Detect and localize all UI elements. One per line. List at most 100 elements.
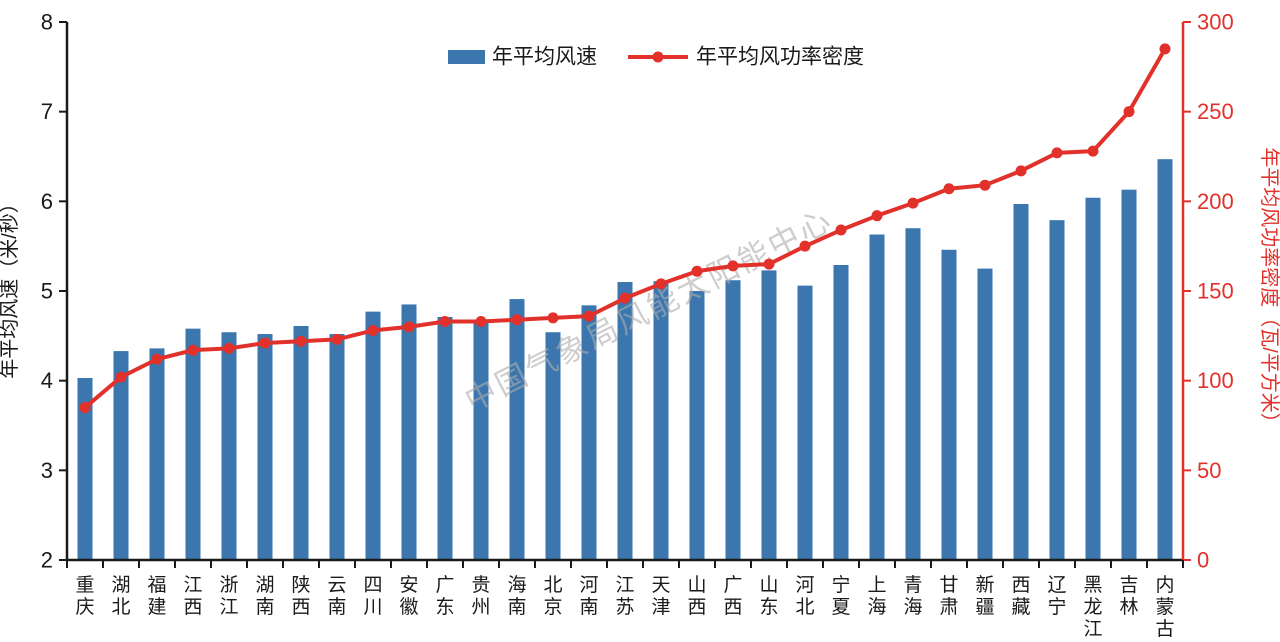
legend: 年平均风速 年平均风功率密度	[448, 46, 864, 69]
x-category-label: 辽宁	[1047, 574, 1066, 618]
bar	[437, 317, 453, 560]
bar	[1013, 204, 1029, 561]
right-axis-title: 年平均风功率密度（瓦/平方米）	[1258, 147, 1280, 433]
x-category-label: 海南	[507, 574, 526, 618]
left-axis-tick-label: 8	[41, 10, 53, 35]
line-point	[259, 337, 271, 349]
x-category-label: 山东	[759, 574, 778, 618]
bar	[221, 332, 237, 560]
legend-line-dot	[652, 51, 664, 63]
bar	[365, 311, 381, 560]
line-point	[403, 321, 415, 333]
bar	[617, 282, 633, 560]
x-category-label: 青海	[903, 574, 922, 618]
x-category-label: 广东	[435, 574, 454, 618]
x-category-label: 天津	[651, 575, 670, 618]
line-point	[331, 333, 343, 345]
line-point	[1051, 147, 1063, 159]
left-axis-tick-label: 3	[41, 458, 53, 483]
x-category-label: 江西	[183, 574, 202, 618]
x-category-label: 黑龙江	[1083, 575, 1102, 640]
bar	[905, 228, 921, 560]
bar	[1121, 189, 1137, 560]
line-point	[871, 210, 883, 222]
line-point	[835, 224, 847, 236]
bar	[257, 334, 273, 560]
bar	[977, 268, 993, 560]
left-axis-tick-label: 4	[41, 368, 53, 393]
right-axis-tick-label: 300	[1197, 10, 1234, 35]
x-category-label: 浙江	[219, 574, 238, 618]
bar	[1085, 197, 1101, 560]
line-point	[115, 371, 127, 383]
bar	[329, 334, 345, 560]
bar	[473, 320, 489, 560]
bar	[689, 291, 705, 560]
x-category-label: 河南	[579, 574, 598, 618]
bar	[581, 305, 597, 560]
line-point	[187, 344, 199, 356]
x-category-label: 广西	[723, 574, 742, 618]
bar	[113, 351, 129, 560]
bar	[545, 332, 561, 560]
bar	[149, 348, 165, 560]
legend-bar-swatch	[448, 50, 485, 64]
x-category-label: 甘肃	[939, 574, 958, 618]
bar-series	[77, 159, 1173, 561]
right-axis-tick-label: 200	[1197, 189, 1234, 214]
x-category-label: 贵州	[471, 574, 490, 618]
line-point	[799, 240, 811, 252]
bar	[653, 281, 669, 560]
x-category-label: 河北	[795, 574, 814, 618]
bar	[185, 328, 201, 560]
line-point	[475, 315, 487, 327]
x-category-label: 重庆	[75, 574, 94, 618]
line-point	[583, 310, 595, 322]
right-axis-tick-label: 250	[1197, 99, 1234, 124]
line-point	[727, 260, 739, 272]
bar	[869, 234, 885, 560]
bar	[761, 270, 777, 560]
x-category-label: 云南	[327, 575, 346, 618]
legend-label-wind-speed: 年平均风速	[492, 46, 597, 69]
line-point	[151, 353, 163, 365]
line-point	[691, 265, 703, 277]
x-category-label: 新疆	[975, 574, 994, 618]
line-point	[979, 179, 991, 191]
x-axis-labels: 重庆湖北福建江西浙江湖南陕西云南四川安徽广东贵州海南北京河南江苏天津山西广西山东…	[75, 574, 1174, 640]
line-point	[511, 314, 523, 326]
bar	[1049, 220, 1065, 560]
line-point	[79, 402, 91, 414]
x-category-label: 北京	[543, 574, 562, 618]
bar	[509, 299, 525, 560]
line-point	[763, 258, 775, 270]
left-axis-tick-label: 2	[41, 548, 53, 573]
line-point	[1015, 165, 1027, 177]
line-point	[1159, 43, 1171, 55]
line-point	[1087, 145, 1099, 157]
bar	[941, 249, 957, 560]
x-category-label: 上海	[867, 574, 886, 618]
legend-label-power-density: 年平均风功率密度	[696, 46, 864, 69]
right-axis-tick-label: 150	[1197, 279, 1234, 304]
x-category-label: 湖南	[255, 574, 274, 618]
x-category-label: 吉林	[1119, 574, 1138, 618]
x-category-label: 湖北	[111, 574, 130, 618]
bar	[77, 377, 93, 560]
x-category-label: 西藏	[1011, 575, 1030, 618]
right-axis-tick-label: 100	[1197, 368, 1234, 393]
right-axis-tick-label: 0	[1197, 548, 1209, 573]
line-point	[367, 324, 379, 336]
right-axis-tick-label: 50	[1197, 458, 1221, 483]
line-point	[1123, 106, 1135, 118]
bar	[797, 285, 813, 560]
line-point	[295, 335, 307, 347]
x-category-label: 安徽	[399, 574, 418, 618]
bar	[833, 264, 849, 560]
left-axis-tick-label: 6	[41, 189, 53, 214]
line-point	[439, 315, 451, 327]
x-category-label: 内蒙古	[1155, 574, 1174, 640]
x-category-label: 福建	[147, 574, 166, 618]
